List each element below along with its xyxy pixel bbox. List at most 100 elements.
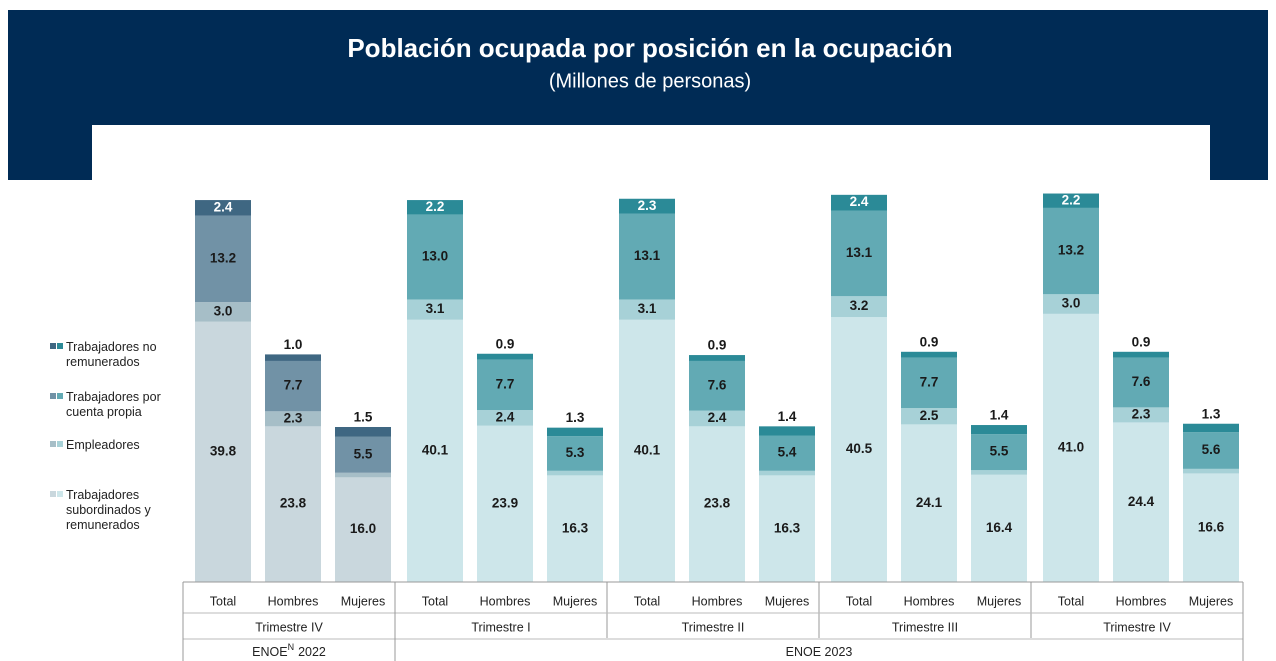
x-tick-label: Total (846, 594, 872, 608)
bar-segment (195, 215, 251, 303)
legend-swatch (57, 491, 63, 497)
value-label: 40.1 (634, 442, 661, 457)
bar-segment (1183, 423, 1239, 433)
value-label: 5.6 (1202, 442, 1221, 457)
bar-segment (265, 354, 321, 361)
value-label: 23.9 (492, 495, 518, 510)
value-label: 7.7 (920, 374, 939, 389)
value-label: 2.2 (1062, 192, 1081, 207)
bar-segment (759, 426, 815, 436)
bar-segment (619, 299, 675, 320)
value-label: 0.9 (708, 338, 727, 353)
value-label: 13.0 (422, 249, 448, 264)
chart-title: Población ocupada por posición en la ocu… (347, 33, 952, 63)
bar-segment (971, 425, 1027, 435)
value-label: 3.0 (1062, 296, 1081, 311)
bar-segment (759, 475, 815, 582)
bar-segment (477, 359, 533, 410)
bar-segment (547, 427, 603, 437)
x-tick-label: Total (634, 594, 660, 608)
bar-segment (1183, 473, 1239, 582)
value-label: 16.3 (774, 520, 801, 535)
legend-swatch (50, 343, 56, 349)
value-label: 3.1 (638, 301, 657, 316)
bar-segment (1043, 207, 1099, 295)
period-label: ENOE 2023 (786, 645, 853, 659)
value-label: 2.4 (708, 410, 727, 425)
bar-segment (901, 357, 957, 409)
value-label: 2.5 (920, 408, 939, 423)
bar-segment (195, 321, 251, 582)
bar-segment (407, 319, 463, 582)
value-label: 3.1 (426, 301, 445, 316)
value-label: 2.3 (638, 198, 657, 213)
bar-segment (265, 360, 321, 412)
group-label: Trimestre IV (255, 620, 323, 634)
bar-segment (407, 200, 463, 215)
legend-swatch (50, 393, 56, 399)
bar-segment (901, 408, 957, 425)
x-tick-label: Total (1058, 594, 1084, 608)
bar-segment (1113, 422, 1169, 582)
bar-segment (1113, 351, 1169, 358)
bar-segment (407, 299, 463, 320)
value-label: 16.3 (562, 520, 589, 535)
x-tick-label: Mujeres (1189, 594, 1233, 608)
bar-segment (1183, 468, 1239, 474)
value-label: 0.9 (1132, 334, 1151, 349)
value-label: 40.5 (846, 441, 873, 456)
group-label: Trimestre I (471, 620, 530, 634)
bar-segment (1183, 432, 1239, 469)
x-tick-label: Mujeres (553, 594, 597, 608)
bar-segment (831, 317, 887, 582)
group-label: Trimestre III (892, 620, 958, 634)
bar-segment (547, 436, 603, 471)
bar-segment (1043, 294, 1099, 314)
value-label: 2.4 (496, 409, 515, 424)
value-label: 5.3 (566, 445, 585, 460)
period-label: ENOEN 2022 (252, 642, 326, 659)
bar-segment (689, 360, 745, 411)
legend-label: Empleadores (66, 438, 140, 452)
bar-segment (831, 210, 887, 297)
value-label: 2.3 (1132, 406, 1151, 421)
bar-segment (265, 426, 321, 582)
bar-segment (195, 200, 251, 216)
value-label: 7.7 (496, 376, 515, 391)
value-label: 1.4 (778, 409, 797, 424)
value-label: 24.1 (916, 495, 943, 510)
bar-segment (1043, 313, 1099, 582)
value-label: 13.2 (1058, 243, 1084, 258)
value-label: 40.1 (422, 442, 449, 457)
legend-entry: Trabajadores subordinados y remunerados (50, 488, 175, 533)
bar-segment (831, 194, 887, 211)
legend-label: Trabajadores no remunerados (66, 340, 157, 369)
value-label: 13.1 (634, 248, 661, 263)
legend-entry: Trabajadores no remunerados (50, 340, 175, 370)
value-label: 2.4 (850, 194, 869, 209)
bar-segment (619, 213, 675, 300)
value-label: 24.4 (1128, 494, 1155, 509)
bar-segment (547, 470, 603, 476)
x-tick-label: Total (422, 594, 448, 608)
bar-segment (619, 319, 675, 582)
group-label: Trimestre IV (1103, 620, 1171, 634)
bar-segment (335, 472, 391, 478)
bar-segment (759, 470, 815, 476)
bar-segment (759, 435, 815, 471)
x-tick-label: Hombres (692, 594, 743, 608)
value-label: 0.9 (496, 336, 515, 351)
period-name: ENOE 2023 (786, 645, 853, 659)
legend-label: Trabajadores por cuenta propia (66, 390, 161, 419)
bar-segment (901, 424, 957, 582)
value-label: 23.8 (704, 496, 731, 511)
value-label: 16.0 (350, 521, 376, 536)
x-tick-label: Mujeres (341, 594, 385, 608)
value-label: 1.5 (354, 410, 373, 425)
period-name: ENOE (252, 645, 287, 659)
value-label: 41.0 (1058, 439, 1084, 454)
bar-segment (335, 427, 391, 437)
value-label: 5.5 (354, 446, 373, 461)
